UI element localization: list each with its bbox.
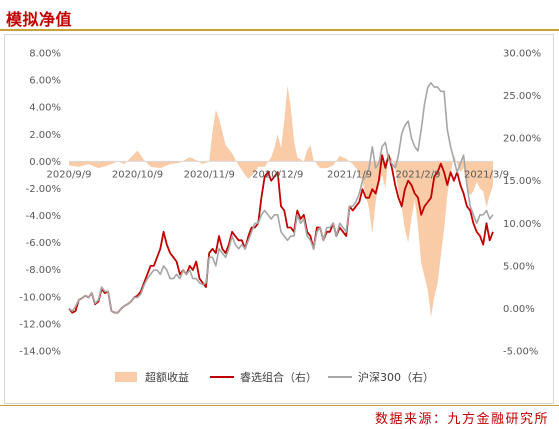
chart-area: 8.00% 6.00% 4.00% 2.00% 0.00% -2.00% -4.00% -6.… (4, 34, 554, 404)
title-divider (0, 29, 559, 31)
y-left-tick-label: -12.00% (19, 319, 61, 330)
x-tick-label: 2020/10/9 (112, 169, 163, 180)
y-right-tick-label: 15.00% (503, 176, 541, 187)
x-tick-label: 2021/3/9 (464, 169, 509, 180)
y-left-tick-label: 2.00% (29, 130, 61, 141)
y-left-tick-label: -8.00% (26, 265, 61, 276)
y-left-tick-label: -2.00% (26, 184, 61, 195)
selected-portfolio-line (68, 154, 494, 314)
y-right-tick-label: 30.00% (503, 49, 541, 60)
y-left-tick-label: 8.00% (29, 49, 61, 60)
y-left-tick-label: -14.00% (19, 347, 61, 358)
y-left-tick-label: 4.00% (29, 103, 61, 114)
page-title: 模拟净值 (6, 10, 73, 29)
y-right-tick-label: 25.00% (503, 91, 541, 102)
legend-hs300-label: 沪深300（右） (358, 370, 434, 384)
y-left-tick-label: 6.00% (29, 76, 61, 87)
hs300-line (68, 81, 494, 314)
source-divider (0, 405, 559, 406)
y-right-tick-label: 5.00% (503, 261, 535, 272)
y-right-tick-label: 10.00% (503, 219, 541, 230)
excess-return-area (69, 85, 493, 318)
chart-svg: 8.00% 6.00% 4.00% 2.00% 0.00% -2.00% -4.00% -6.… (19, 49, 541, 385)
y-left-tick-label: -6.00% (26, 238, 61, 249)
y-right-tick-label: -5.00% (503, 347, 538, 358)
x-tick-label: 2021/2/9 (396, 169, 441, 180)
source-note: 数据来源：九方金融研究所 (374, 412, 549, 427)
legend-selected-label: 睿选组合（右） (240, 370, 317, 384)
y-left-tick-label: 0.00% (29, 157, 61, 168)
y-left-tick-label: -4.00% (26, 211, 61, 222)
y-left-tick-label: -10.00% (19, 292, 61, 303)
legend-excess-label: 超额收益 (145, 370, 189, 384)
x-tick-label: 2020/9/9 (47, 169, 92, 180)
y-right-tick-label: 20.00% (503, 134, 541, 145)
x-tick-label: 2020/12/9 (252, 169, 303, 180)
x-tick-label: 2021/1/9 (327, 169, 372, 180)
x-tick-label: 2020/11/9 (184, 169, 235, 180)
y-right-tick-label: 0.00% (503, 304, 535, 315)
legend-excess-swatch (115, 372, 137, 382)
